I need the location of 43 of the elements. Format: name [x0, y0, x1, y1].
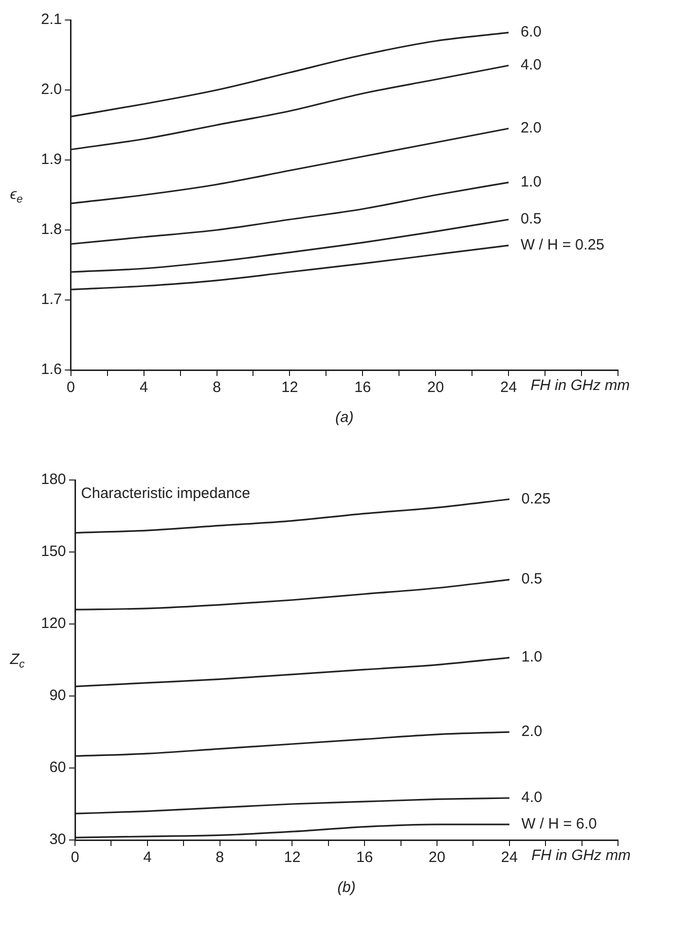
x-axis-title: FH in GHz mm — [530, 377, 630, 394]
text: (b) — [337, 879, 356, 896]
series-label: 4.0 — [521, 789, 542, 806]
x-tick-label: 16 — [354, 379, 372, 396]
x-tick-label: 12 — [281, 379, 298, 396]
chart-title: Characteristic impedance — [81, 485, 250, 502]
y-tick-label: 2.0 — [40, 81, 62, 98]
y-tick-label: 90 — [49, 687, 66, 704]
y-tick-label: 1.7 — [40, 291, 62, 308]
series-label: 2.0 — [520, 120, 542, 137]
x-tick-label: 20 — [427, 379, 444, 396]
x-tick-label: 8 — [212, 379, 221, 396]
series-label: 0.5 — [521, 570, 542, 588]
y-tick-label: 120 — [40, 615, 66, 632]
y-tick-label: 30 — [49, 831, 66, 848]
y-tick-label: 180 — [40, 471, 66, 488]
y-tick-label: 2.1 — [40, 11, 62, 28]
series-label: 0.25 — [521, 490, 551, 508]
series-label: 1.0 — [520, 174, 542, 191]
x-tick-label: 4 — [140, 379, 148, 396]
series-label: W / H = 0.25 — [520, 236, 604, 254]
x-tick-label: 24 — [501, 849, 518, 866]
y-tick-label: 1.6 — [40, 361, 62, 378]
series-label: 6.0 — [520, 24, 542, 41]
series-label: 4.0 — [520, 56, 542, 74]
x-tick-label: 0 — [66, 379, 76, 396]
x-tick-label: 12 — [284, 849, 301, 866]
x-tick-label: 4 — [143, 849, 152, 866]
y-tick-label: 60 — [49, 759, 66, 776]
y-tick-label: 1.9 — [40, 151, 62, 168]
x-tick-label: 20 — [428, 849, 446, 866]
y-tick-label: 1.8 — [40, 221, 62, 238]
x-tick-label: 16 — [356, 849, 373, 866]
series-label: 1.0 — [521, 648, 542, 666]
x-tick-label: 24 — [500, 379, 517, 396]
x-tick-label: 8 — [216, 849, 224, 866]
x-axis-title: FH in GHz mm — [531, 847, 631, 864]
y-tick-label: 150 — [40, 543, 66, 560]
text: (a) — [335, 409, 354, 426]
x-tick-label: 0 — [70, 849, 80, 866]
series-label: W / H = 6.0 — [521, 816, 597, 833]
series-label: 0.5 — [520, 210, 542, 228]
series-label: 2.0 — [521, 723, 542, 740]
